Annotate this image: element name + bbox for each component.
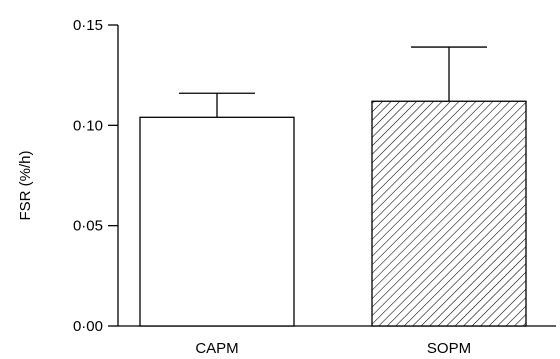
y-axis-label: FSR (%/h) bbox=[17, 150, 34, 220]
y-tick-label: 0·00 bbox=[73, 318, 103, 335]
y-tick-label: 0·05 bbox=[73, 218, 103, 235]
x-tick-label: SOPM bbox=[427, 340, 471, 357]
y-tick-label: 0·10 bbox=[73, 117, 103, 134]
bar-sopm bbox=[371, 100, 527, 327]
x-tick-label: CAPM bbox=[195, 340, 238, 357]
bars: CAPM SOPM bbox=[139, 46, 527, 357]
bar-capm bbox=[139, 116, 295, 327]
y-tick-label: 0·15 bbox=[73, 17, 103, 34]
